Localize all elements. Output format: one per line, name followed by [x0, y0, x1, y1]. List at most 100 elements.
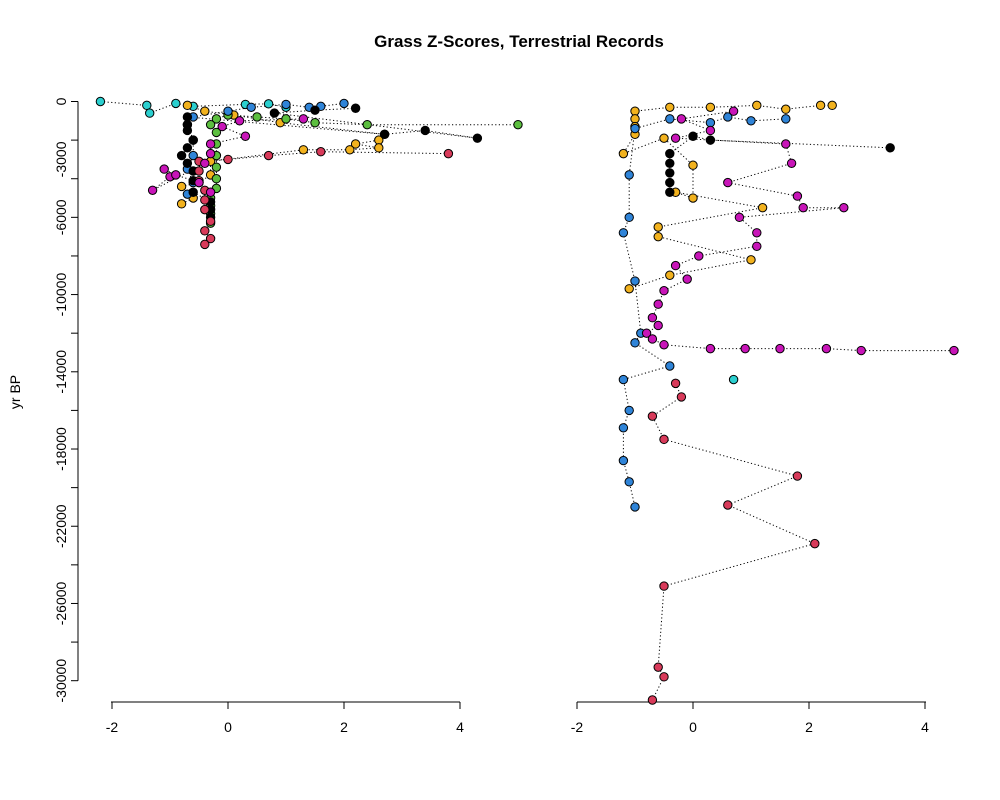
- data-point: [171, 98, 181, 109]
- data-point: [688, 160, 698, 170]
- data-point: [798, 202, 808, 213]
- data-point: [734, 212, 745, 223]
- data-point: [682, 274, 692, 284]
- data-point: [624, 405, 634, 416]
- data-point: [618, 148, 629, 159]
- x-tick-label: -2: [106, 719, 119, 735]
- y-tick-label: -18000: [53, 427, 69, 471]
- series-line: [669, 135, 891, 193]
- data-point: [159, 164, 169, 174]
- data-point: [350, 139, 361, 149]
- data-point: [670, 133, 681, 143]
- data-point: [182, 158, 193, 168]
- data-point: [624, 284, 634, 294]
- data-point: [176, 199, 187, 209]
- y-tick-label: -22000: [53, 504, 69, 548]
- x-tick-label: 2: [340, 719, 348, 735]
- data-point: [653, 231, 663, 242]
- data-point: [665, 168, 675, 178]
- data-point: [211, 162, 222, 172]
- data-point: [176, 181, 187, 192]
- data-point: [815, 100, 826, 111]
- data-point: [647, 313, 658, 323]
- data-point: [665, 158, 675, 168]
- data-point: [205, 139, 216, 149]
- data-point: [443, 148, 454, 159]
- x-tick-label: 0: [224, 719, 232, 735]
- data-point: [653, 299, 663, 309]
- data-point: [665, 177, 675, 188]
- data-point: [641, 328, 652, 338]
- y-tick-label: -26000: [53, 581, 69, 625]
- data-point: [665, 148, 675, 159]
- data-point: [362, 119, 372, 130]
- data-point: [252, 112, 262, 122]
- data-point: [705, 125, 716, 136]
- y-tick-label: -10000: [53, 273, 69, 317]
- data-point: [757, 202, 768, 213]
- data-point: [176, 150, 187, 161]
- data-point: [263, 150, 274, 161]
- series-line: [209, 114, 518, 224]
- data-point: [705, 343, 716, 354]
- data-point: [182, 100, 193, 111]
- data-point: [746, 255, 756, 265]
- data-point: [269, 108, 280, 118]
- data-point: [246, 102, 256, 112]
- data-point: [200, 158, 210, 168]
- y-tick-label: -30000: [53, 659, 69, 703]
- data-point: [618, 228, 629, 238]
- data-point: [688, 193, 698, 203]
- data-point: [618, 423, 629, 433]
- data-point: [171, 170, 181, 180]
- data-point: [723, 112, 733, 122]
- data-point: [223, 154, 233, 165]
- data-point: [281, 99, 291, 110]
- data-point: [205, 216, 216, 226]
- x-tick-label: 2: [805, 719, 813, 735]
- x-tick-label: 4: [921, 719, 929, 735]
- data-points: [95, 96, 959, 705]
- data-point: [205, 233, 216, 244]
- data-point: [350, 103, 361, 113]
- data-point: [728, 106, 739, 116]
- data-point: [147, 185, 158, 196]
- data-point: [705, 135, 716, 145]
- data-point: [188, 135, 198, 145]
- data-point: [223, 106, 233, 116]
- data-point: [885, 143, 895, 153]
- data-point: [339, 98, 349, 109]
- data-point: [670, 260, 681, 271]
- data-point: [752, 228, 762, 238]
- data-point: [688, 131, 698, 141]
- data-point: [205, 119, 216, 130]
- data-point: [746, 116, 756, 126]
- series-line: [651, 383, 817, 701]
- data-point: [205, 148, 216, 159]
- data-point: [775, 343, 785, 354]
- data-point: [145, 108, 155, 118]
- data-point: [211, 114, 222, 124]
- data-point: [630, 123, 640, 134]
- data-point: [653, 222, 663, 232]
- x-tick-label: -2: [571, 719, 584, 735]
- data-point: [310, 118, 320, 128]
- data-point: [665, 270, 675, 280]
- data-point: [95, 96, 106, 107]
- data-point: [379, 129, 390, 140]
- data-point: [240, 131, 251, 141]
- data-point: [624, 170, 634, 180]
- data-point: [316, 146, 326, 157]
- data-point: [182, 143, 193, 153]
- data-point: [670, 378, 681, 389]
- y-axis-label: yr BP: [7, 375, 23, 409]
- data-point: [200, 226, 210, 236]
- y-axis: 0 -3000 -6000 -10000 -14000 -18000 -22000 -2600…: [53, 97, 79, 703]
- data-point: [676, 114, 687, 124]
- data-point: [188, 187, 198, 197]
- data-point: [472, 133, 483, 143]
- data-point: [298, 145, 309, 155]
- data-point: [310, 105, 320, 115]
- series-line: [645, 110, 954, 352]
- data-point: [513, 119, 523, 130]
